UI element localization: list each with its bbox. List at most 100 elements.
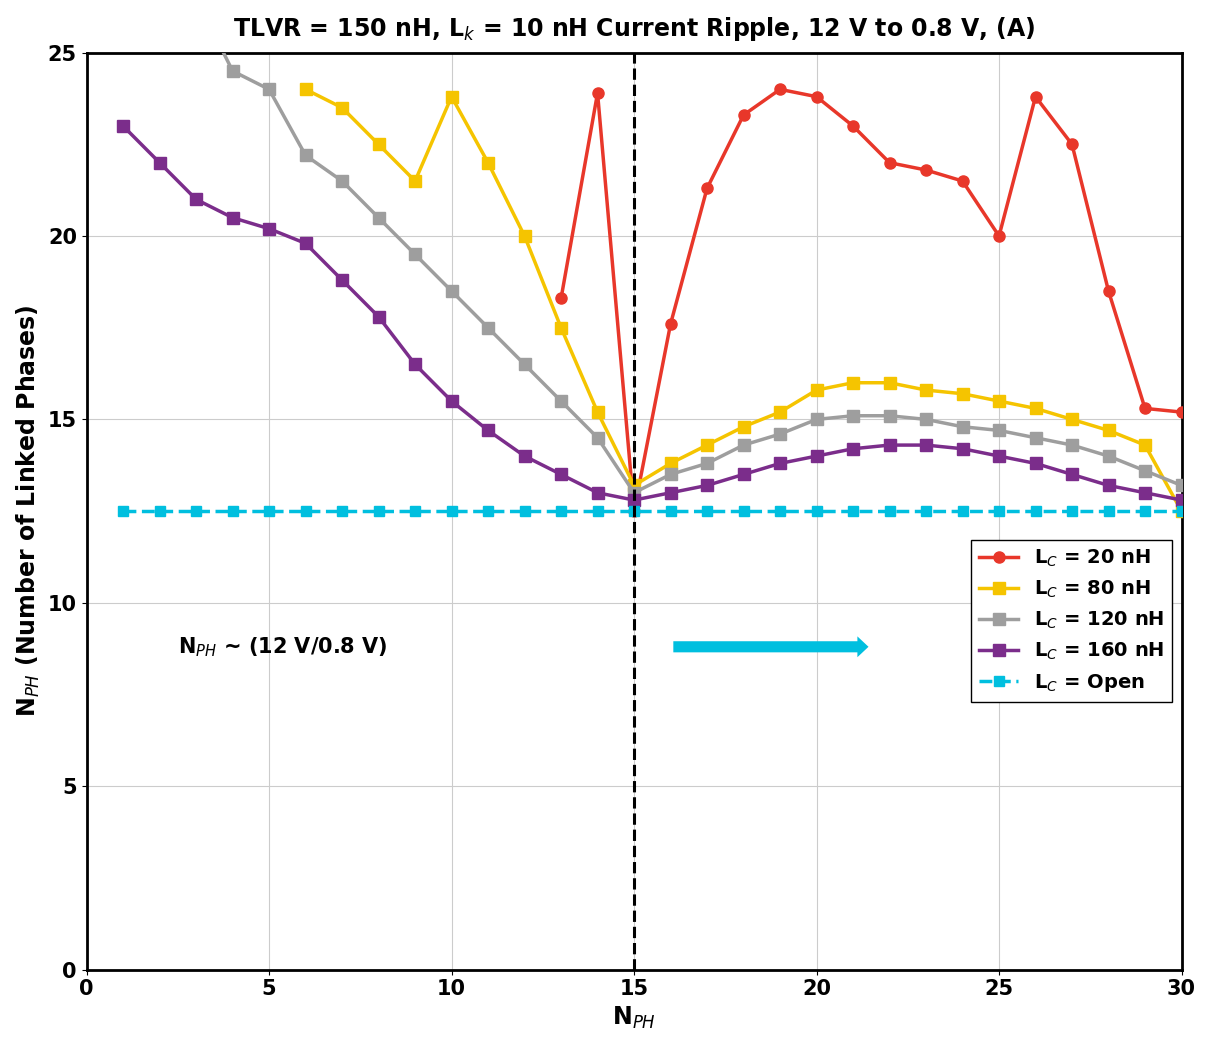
L$_C$ = 120 nH	[883, 409, 897, 422]
L$_C$ = 80 nH	[883, 377, 897, 389]
L$_C$ = 160 nH	[153, 157, 167, 169]
Line: L$_C$ = 120 nH: L$_C$ = 120 nH	[117, 0, 1187, 498]
L$_C$ = 80 nH	[517, 230, 532, 243]
L$_C$ = 20 nH	[664, 318, 678, 331]
L$_C$ = Open	[408, 505, 423, 518]
X-axis label: N$_{PH}$: N$_{PH}$	[612, 1005, 656, 1031]
L$_C$ = Open	[664, 505, 678, 518]
L$_C$ = 80 nH	[408, 175, 423, 187]
L$_C$ = Open	[553, 505, 568, 518]
Text: N$_{PH}$ ~ (12 V/0.8 V): N$_{PH}$ ~ (12 V/0.8 V)	[178, 635, 388, 659]
L$_C$ = 80 nH	[700, 439, 714, 452]
L$_C$ = 20 nH	[955, 175, 970, 187]
L$_C$ = 120 nH	[664, 469, 678, 481]
L$_C$ = 160 nH	[298, 237, 312, 250]
L$_C$ = 80 nH	[481, 157, 495, 169]
L$_C$ = 120 nH	[1064, 439, 1079, 452]
L$_C$ = 160 nH	[372, 311, 386, 323]
L$_C$ = 20 nH	[845, 119, 860, 132]
L$_C$ = 80 nH	[773, 406, 787, 418]
L$_C$ = 160 nH	[1101, 479, 1115, 492]
L$_C$ = 80 nH	[1175, 505, 1189, 518]
L$_C$ = 80 nH	[627, 479, 642, 492]
L$_C$ = 120 nH	[919, 413, 934, 426]
L$_C$ = Open	[1175, 505, 1189, 518]
L$_C$ = 120 nH	[1138, 464, 1153, 477]
L$_C$ = Open	[955, 505, 970, 518]
L$_C$ = 120 nH	[736, 439, 751, 452]
L$_C$ = 20 nH	[809, 90, 823, 103]
L$_C$ = 20 nH	[773, 83, 787, 95]
L$_C$ = 120 nH	[262, 83, 276, 95]
Line: L$_C$ = 160 nH: L$_C$ = 160 nH	[117, 120, 1187, 505]
L$_C$ = 160 nH	[189, 194, 203, 206]
L$_C$ = 120 nH	[590, 431, 604, 444]
L$_C$ = 80 nH	[1064, 413, 1079, 426]
L$_C$ = Open	[627, 505, 642, 518]
L$_C$ = 120 nH	[372, 211, 386, 224]
Line: L$_C$ = Open: L$_C$ = Open	[119, 506, 1187, 516]
L$_C$ = 80 nH	[553, 321, 568, 334]
L$_C$ = Open	[298, 505, 312, 518]
L$_C$ = 20 nH	[553, 292, 568, 304]
L$_C$ = 160 nH	[955, 442, 970, 455]
L$_C$ = 160 nH	[627, 494, 642, 506]
L$_C$ = 120 nH	[225, 65, 240, 77]
L$_C$ = 80 nH	[809, 384, 823, 396]
L$_C$ = 80 nH	[919, 384, 934, 396]
L$_C$ = Open	[883, 505, 897, 518]
L$_C$ = 120 nH	[1175, 479, 1189, 492]
L$_C$ = Open	[845, 505, 860, 518]
L$_C$ = Open	[444, 505, 459, 518]
L$_C$ = Open	[919, 505, 934, 518]
L$_C$ = 80 nH	[1101, 424, 1115, 436]
L$_C$ = Open	[225, 505, 240, 518]
L$_C$ = 80 nH	[1138, 439, 1153, 452]
L$_C$ = 20 nH	[1175, 406, 1189, 418]
Line: L$_C$ = 80 nH: L$_C$ = 80 nH	[300, 84, 1187, 517]
L$_C$ = 120 nH	[992, 424, 1006, 436]
Title: TLVR = 150 nH, L$_k$ = 10 nH Current Ripple, 12 V to 0.8 V, (A): TLVR = 150 nH, L$_k$ = 10 nH Current Rip…	[233, 15, 1035, 43]
L$_C$ = 160 nH	[919, 439, 934, 452]
L$_C$ = 120 nH	[444, 285, 459, 297]
L$_C$ = 80 nH	[372, 138, 386, 151]
L$_C$ = 20 nH	[1101, 285, 1115, 297]
L$_C$ = 120 nH	[1028, 431, 1043, 444]
L$_C$ = Open	[334, 505, 349, 518]
L$_C$ = 160 nH	[481, 424, 495, 436]
L$_C$ = Open	[189, 505, 203, 518]
L$_C$ = 160 nH	[334, 274, 349, 287]
L$_C$ = 160 nH	[590, 486, 604, 499]
L$_C$ = 120 nH	[700, 457, 714, 470]
L$_C$ = 160 nH	[1138, 486, 1153, 499]
L$_C$ = 80 nH	[590, 406, 604, 418]
L$_C$ = 120 nH	[553, 394, 568, 407]
L$_C$ = 160 nH	[736, 469, 751, 481]
L$_C$ = 160 nH	[408, 358, 423, 370]
L$_C$ = 160 nH	[700, 479, 714, 492]
L$_C$ = 80 nH	[334, 101, 349, 114]
L$_C$ = 160 nH	[116, 119, 131, 132]
L$_C$ = Open	[1028, 505, 1043, 518]
L$_C$ = 80 nH	[955, 387, 970, 400]
L$_C$ = Open	[773, 505, 787, 518]
L$_C$ = 120 nH	[809, 413, 823, 426]
L$_C$ = 120 nH	[334, 175, 349, 187]
L$_C$ = 160 nH	[262, 223, 276, 235]
L$_C$ = Open	[1064, 505, 1079, 518]
L$_C$ = Open	[992, 505, 1006, 518]
L$_C$ = 160 nH	[553, 469, 568, 481]
L$_C$ = 20 nH	[992, 230, 1006, 243]
L$_C$ = 20 nH	[627, 505, 642, 518]
L$_C$ = 160 nH	[883, 439, 897, 452]
L$_C$ = Open	[590, 505, 604, 518]
L$_C$ = 20 nH	[700, 182, 714, 195]
L$_C$ = 80 nH	[1028, 402, 1043, 414]
L$_C$ = 160 nH	[444, 394, 459, 407]
L$_C$ = 160 nH	[809, 450, 823, 462]
L$_C$ = 20 nH	[590, 87, 604, 99]
L$_C$ = Open	[700, 505, 714, 518]
L$_C$ = 20 nH	[919, 164, 934, 177]
L$_C$ = 120 nH	[408, 248, 423, 260]
L$_C$ = Open	[1101, 505, 1115, 518]
